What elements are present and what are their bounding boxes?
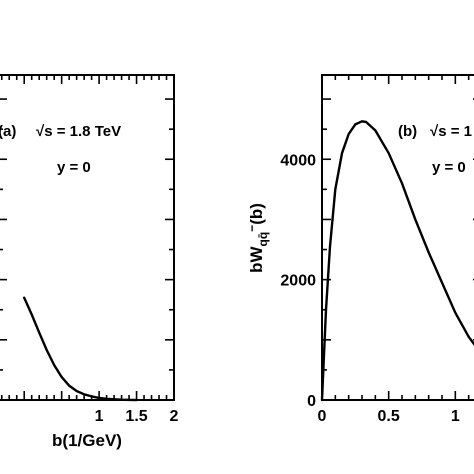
panel-b-curve: [320, 120, 474, 402]
x-tick-label: 2: [170, 408, 179, 425]
panel-a-tick-labels: 1 1.5 2: [95, 408, 179, 425]
panel-b-tick-labels: 0 0.5 1 0 2000 4000: [280, 152, 459, 425]
panel-b-ylabel-sub: qq̄: [256, 232, 270, 247]
panel-a-annotation: √s = 1.8 TeV: [36, 123, 121, 140]
panel-b-ylabel-tail: (b): [247, 203, 266, 225]
panel-b-ticks: [322, 75, 474, 400]
x-tick-label: 1.5: [125, 408, 147, 425]
svg-text:bWqq̄−(b): bWqq̄−(b): [245, 203, 270, 273]
panel-a: 11.52 (a) √s = 1.8 TeV y = 0 b(1/GeV): [0, 74, 179, 450]
x-tick-label: 1: [95, 408, 104, 425]
x-tick-label: 1: [451, 408, 460, 425]
panel-b-ylabel-main: bW: [247, 246, 266, 273]
panel-a-curve: [23, 296, 138, 402]
panel-b: 0 0.5 1 0 2000 4000 (b) √s = 1 y = 0 bWqq̄−(b…: [245, 74, 474, 425]
panel-b-label: (b): [398, 123, 417, 140]
panel-a-label: (a): [0, 123, 16, 140]
y-tick-label: 0: [307, 393, 316, 410]
y-tick-label: 2000: [280, 273, 316, 290]
x-tick-label: 0.5: [378, 408, 400, 425]
panel-a-frame: [0, 74, 175, 401]
panel-a-xlabel: b(1/GeV): [52, 431, 122, 450]
panel-b-annotation-y: y = 0: [432, 159, 466, 176]
y-tick-label: 4000: [280, 152, 316, 169]
x-tick-label: 0: [318, 408, 327, 425]
panel-b-annotation: √s = 1: [430, 123, 472, 140]
panel-a-annotation-y: y = 0: [57, 159, 91, 176]
panel-a-ticks: [0, 75, 174, 400]
panel-b-ylabel: bWqq̄−(b): [245, 203, 270, 273]
